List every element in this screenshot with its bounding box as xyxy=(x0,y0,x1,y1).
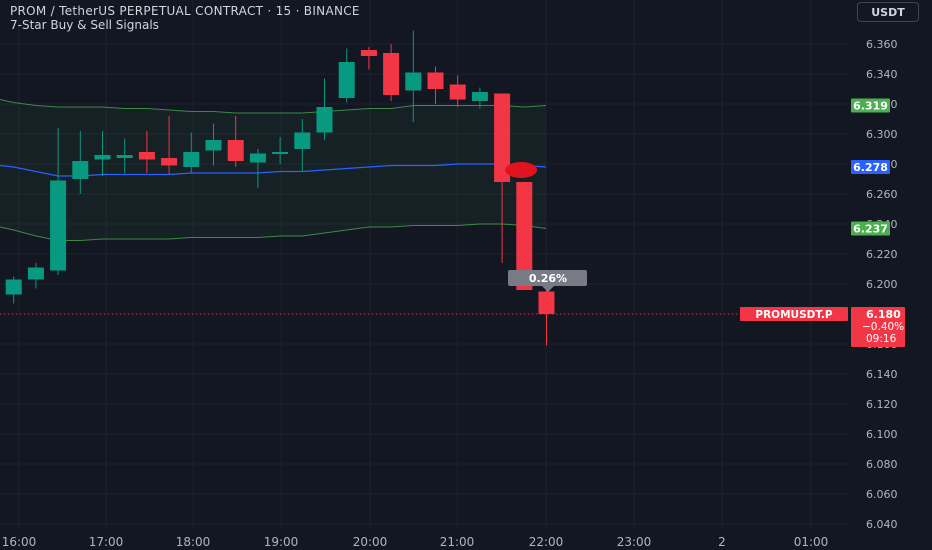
percent-label-bg xyxy=(508,270,587,286)
band-lower-badge-bg xyxy=(851,221,890,236)
time-axis[interactable]: 16:00 17:00 18:00 19:00 20:00 21:00 22:00 23:00… xyxy=(2,535,829,549)
indicator-name[interactable]: 7-Star Buy & Sell Signals xyxy=(10,18,159,32)
percent-label-pointer xyxy=(542,286,554,292)
candle-body xyxy=(383,53,400,95)
candle-body xyxy=(427,72,444,89)
candle-body xyxy=(405,72,422,91)
bar-countdown: 09:16 xyxy=(866,333,897,345)
price-tick-label: 6.300 xyxy=(866,128,898,141)
time-tick-label: 22:00 xyxy=(529,535,564,549)
current-price-change: −0.40% xyxy=(862,321,904,333)
time-tick-label: 23:00 xyxy=(617,535,652,549)
candle-body xyxy=(138,152,155,160)
candle-body xyxy=(72,161,89,179)
time-tick-label: 2 xyxy=(718,535,726,549)
price-axis[interactable]: 6.3606.3406.3206.3006.2806.2606.2406.220… xyxy=(851,38,905,531)
band-upper-line xyxy=(0,99,547,114)
candle-body xyxy=(471,92,488,101)
candle-body xyxy=(316,107,333,133)
price-tick-label: 6.220 xyxy=(866,248,898,261)
candle-body xyxy=(116,155,133,158)
chart-overlay: 0.26% PROMUSDT.P xyxy=(0,162,848,321)
band-lower-badge[interactable]: 6.237 xyxy=(853,223,888,236)
percent-label: 0.26% xyxy=(529,272,567,285)
candle-body xyxy=(205,140,222,151)
price-tick-label: 6.060 xyxy=(866,488,898,501)
price-tick-label: 6.260 xyxy=(866,188,898,201)
price-tick-label: 6.140 xyxy=(866,368,898,381)
candle-body xyxy=(360,50,377,56)
candles xyxy=(5,30,555,346)
symbol-tag: PROMUSDT.P xyxy=(755,309,833,321)
candle-body xyxy=(538,291,555,314)
price-tick-label: 6.200 xyxy=(866,278,898,291)
indicator-bands xyxy=(0,99,547,241)
time-tick-label: 16:00 xyxy=(2,535,37,549)
time-tick-label: 20:00 xyxy=(353,535,388,549)
candle-body xyxy=(183,152,200,167)
candle-body xyxy=(94,155,111,160)
time-tick-label: 18:00 xyxy=(176,535,211,549)
band-upper-badge[interactable]: 6.319 xyxy=(853,100,888,113)
candle-body xyxy=(272,152,289,154)
price-tick-label: 6.340 xyxy=(866,68,898,81)
candle-body xyxy=(449,84,466,100)
price-tick-label: 6.080 xyxy=(866,458,898,471)
candle-body xyxy=(161,158,178,166)
band-middle-badge[interactable]: 6.278 xyxy=(853,161,888,174)
candle-body xyxy=(27,267,44,280)
time-tick-label: 21:00 xyxy=(440,535,475,549)
symbol-title: PROM / TetherUS PERPETUAL CONTRACT · 15 … xyxy=(10,4,360,18)
band-lower-line xyxy=(0,223,547,241)
price-tick-label: 6.100 xyxy=(866,428,898,441)
currency-button[interactable]: USDT xyxy=(857,2,919,22)
symbol-tag-bg xyxy=(740,307,848,321)
sell-signal-marker xyxy=(505,162,538,178)
candle-body xyxy=(338,62,355,98)
candle-body xyxy=(294,132,311,149)
candle-body xyxy=(494,93,511,182)
current-price-bg xyxy=(851,307,905,347)
candle-body xyxy=(227,140,244,161)
candle-body xyxy=(249,153,266,163)
time-tick-label: 17:00 xyxy=(89,535,124,549)
price-tick-label: 6.360 xyxy=(866,38,898,51)
candle-body xyxy=(5,279,22,295)
current-price-value[interactable]: 6.180 xyxy=(866,308,901,321)
candle-body xyxy=(50,180,67,271)
time-tick-label: 19:00 xyxy=(264,535,299,549)
band-upper-badge-bg xyxy=(851,98,890,113)
time-tick-label: 01:00 xyxy=(794,535,829,549)
price-tick-label: 6.120 xyxy=(866,398,898,411)
candle-body xyxy=(516,182,533,290)
band-fill xyxy=(0,99,546,241)
band-middle-badge-bg xyxy=(851,160,890,174)
price-tick-label: 6.040 xyxy=(866,518,898,531)
chart-grid xyxy=(0,0,848,530)
